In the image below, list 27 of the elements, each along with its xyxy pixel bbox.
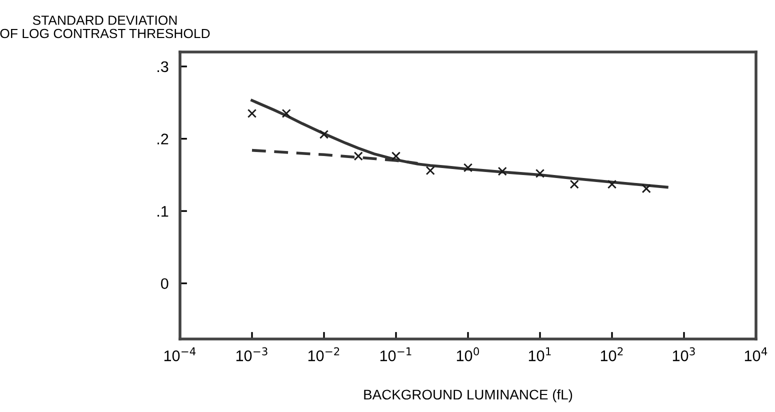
- point: [319, 130, 329, 139]
- y-tick-label: .2: [158, 134, 168, 144]
- x-tick-label: 10$^{−4}$: [164, 347, 196, 362]
- x-tick-label: 10$^{1}$: [528, 347, 551, 362]
- y-tick-label: .1: [158, 206, 168, 217]
- x-tick-label: 10$^{0}$: [456, 347, 480, 362]
- x-axis-title: BACKGROUND LUMINANCE (fL): [364, 389, 572, 402]
- y-axis-title: STANDARD DEVIATION OF LOG CONTRAST THRESHOLD: [0, 16, 210, 38]
- x-tick-label: 10$^{−1}$: [380, 347, 412, 362]
- point: [607, 180, 617, 189]
- point: [498, 166, 507, 176]
- point: [247, 108, 257, 118]
- x-tick-label: 10$^{3}$: [672, 347, 695, 362]
- x-tick-label: 10$^{−3}$: [236, 347, 268, 362]
- point: [642, 184, 651, 194]
- point: [463, 163, 473, 172]
- y-tick-label: .3: [158, 61, 168, 72]
- point: [426, 166, 435, 176]
- x-tick-label: 10$^{4}$: [744, 347, 768, 362]
- point: [282, 108, 291, 118]
- point: [535, 168, 545, 178]
- point: [391, 152, 401, 161]
- x-tick-label: 10$^{2}$: [600, 347, 623, 362]
- x-tick-label: 10$^{−2}$: [308, 347, 340, 362]
- y-tick-label: 0: [160, 278, 168, 290]
- point: [570, 180, 579, 189]
- point: [354, 152, 363, 161]
